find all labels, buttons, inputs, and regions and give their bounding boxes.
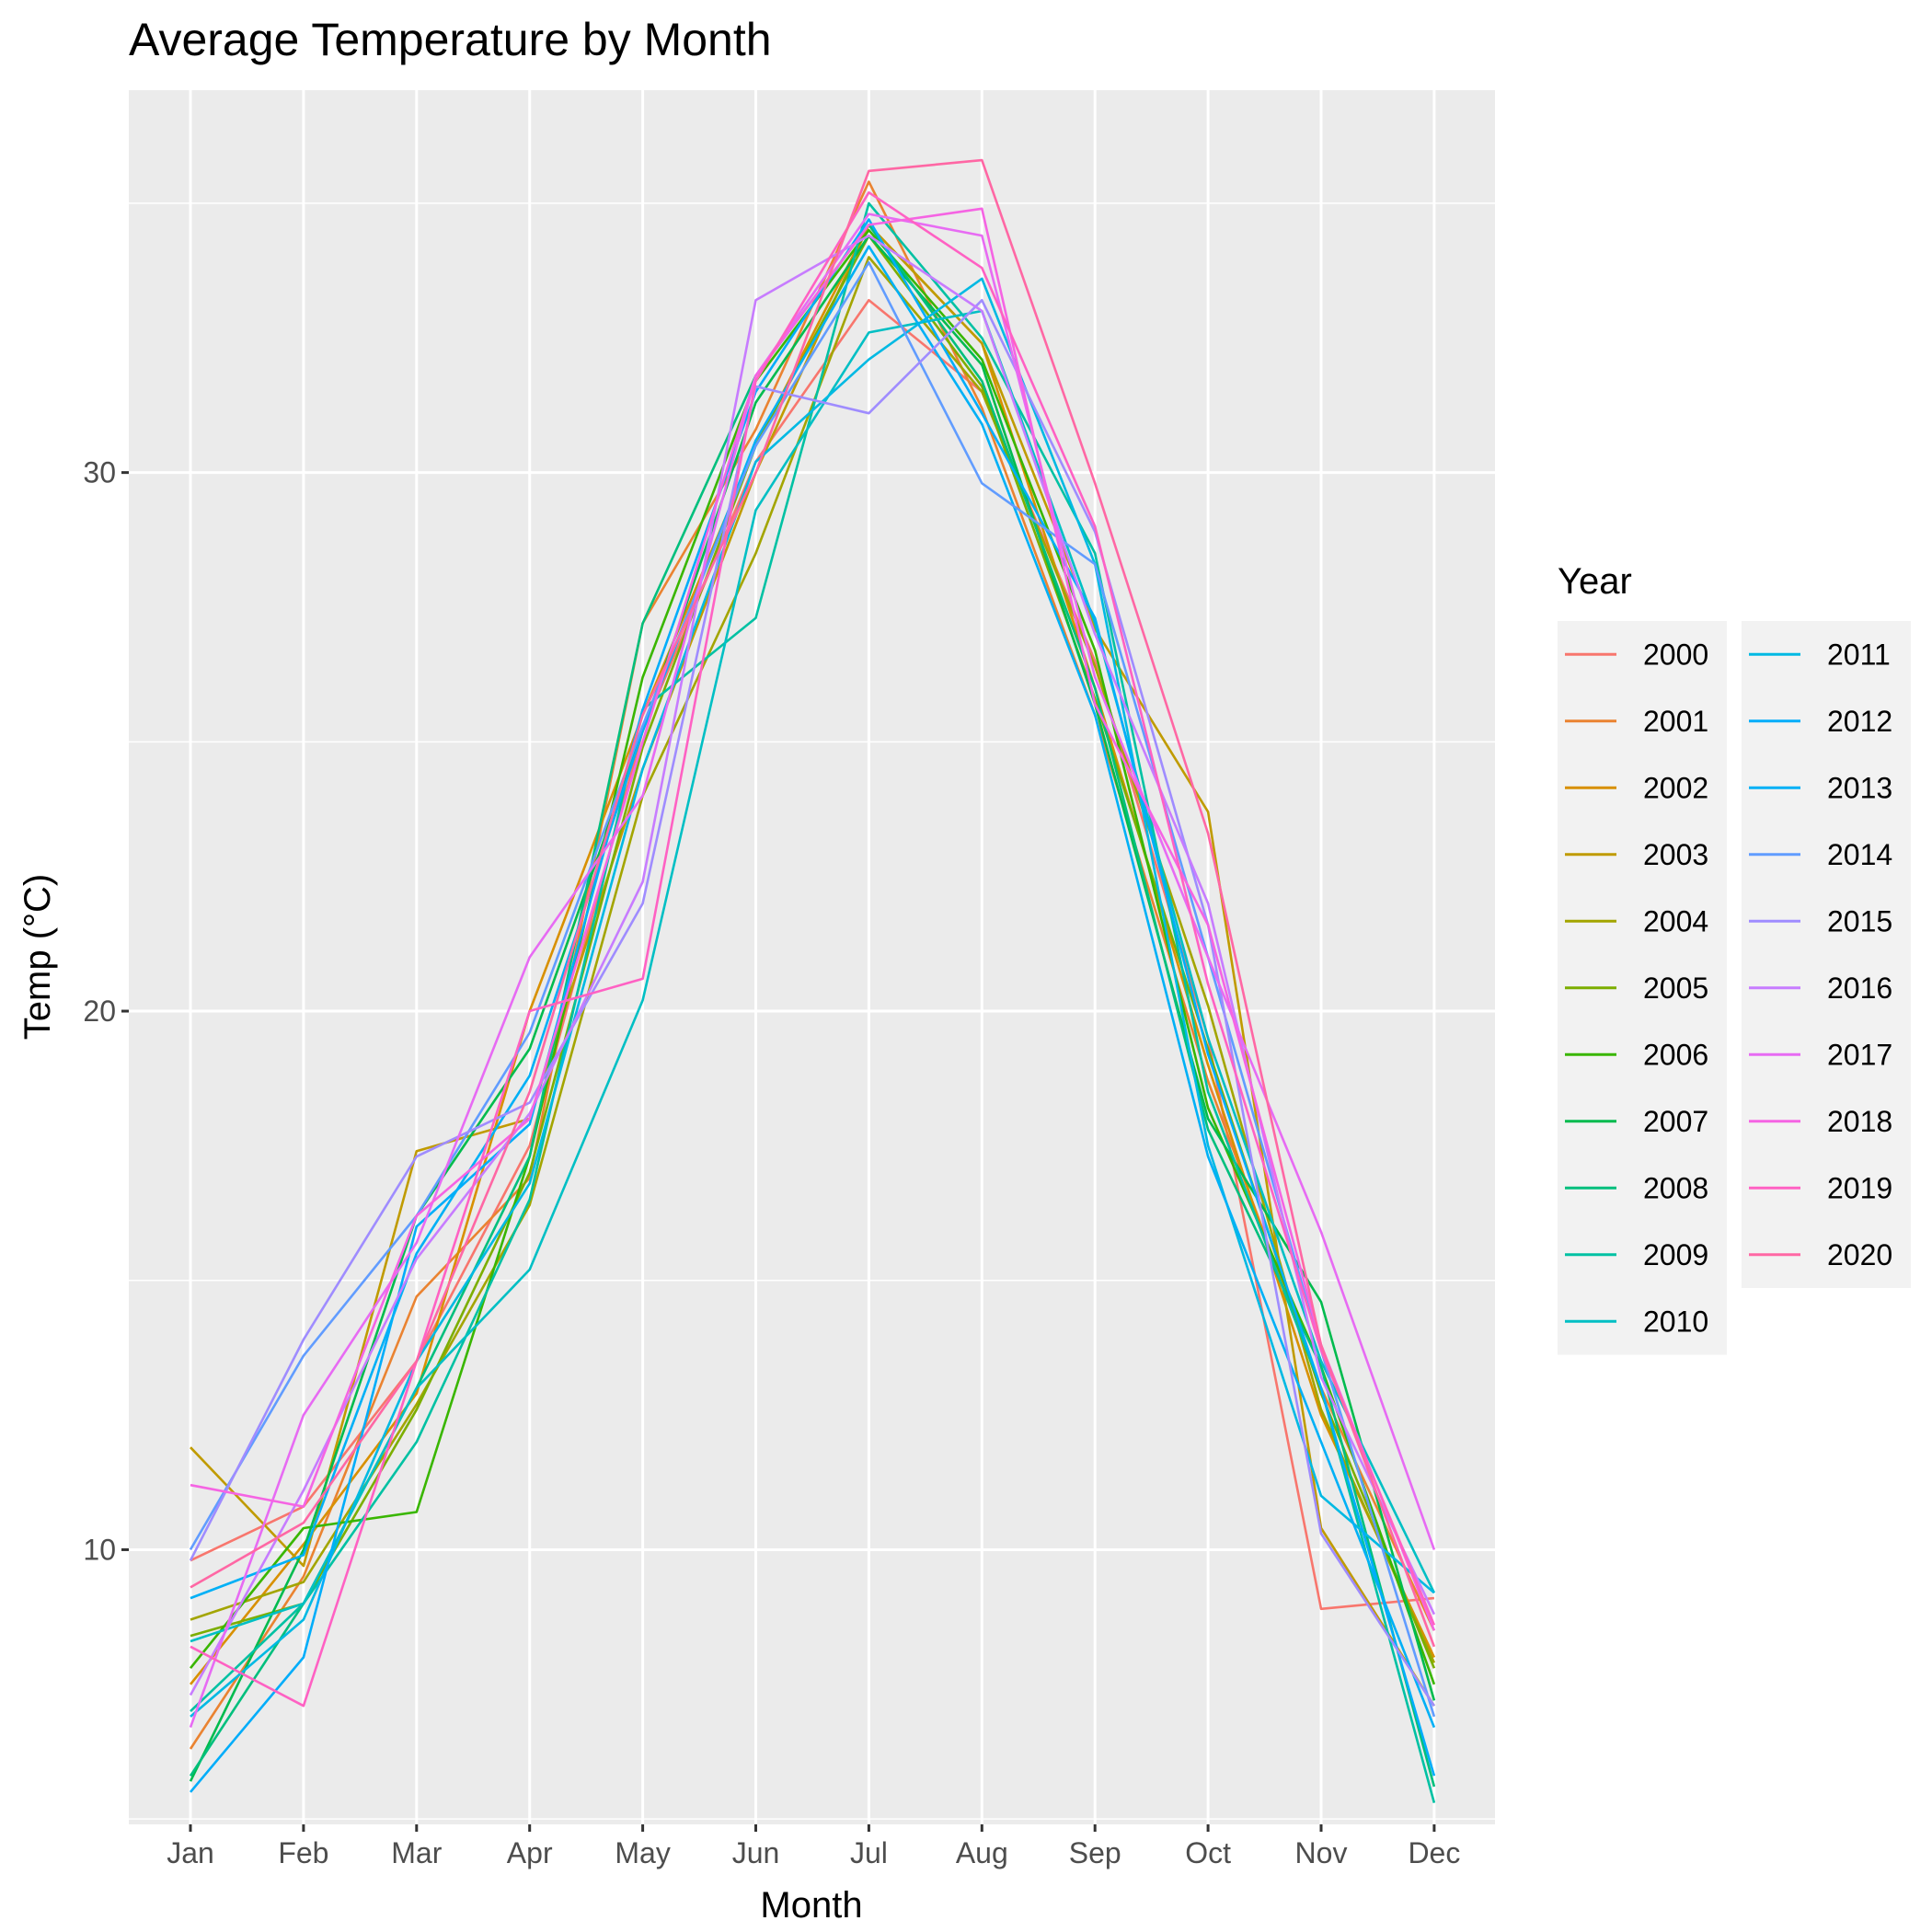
legend-item-2018: 2018 [1749, 1105, 1892, 1138]
series-lines [189, 158, 1436, 1803]
legend-item-2000: 2000 [1565, 638, 1708, 671]
series-line-2016 [189, 234, 1436, 1696]
legend-item-2001: 2001 [1565, 705, 1708, 738]
legend-item-2007: 2007 [1565, 1105, 1708, 1138]
x-tick-label: May [615, 1836, 670, 1869]
x-tick-label: Jul [850, 1836, 888, 1869]
x-tick-label: Apr [507, 1836, 553, 1869]
legend-label: 2006 [1643, 1038, 1708, 1071]
legend-title: Year [1558, 561, 1632, 602]
legend-label: 2020 [1827, 1238, 1892, 1271]
legend-label: 2019 [1827, 1171, 1892, 1204]
y-tick-label: 20 [83, 995, 116, 1028]
legend-item-2014: 2014 [1749, 838, 1892, 871]
series-line-2018 [190, 207, 1436, 1631]
x-tick-label: Sep [1069, 1836, 1121, 1869]
series-line-2003 [190, 224, 1435, 1707]
legend-label: 2001 [1643, 705, 1708, 738]
x-tick-label: Nov [1295, 1836, 1348, 1869]
legend-label: 2017 [1827, 1038, 1892, 1071]
legend-label: 2003 [1643, 838, 1708, 871]
legend-item-2019: 2019 [1749, 1171, 1892, 1204]
legend-label: 2009 [1643, 1238, 1708, 1271]
legend-item-2017: 2017 [1749, 1038, 1892, 1071]
legend-item-2004: 2004 [1565, 904, 1708, 937]
legend-item-2015: 2015 [1749, 904, 1892, 937]
y-axis-title: Temp (°C) [17, 874, 58, 1040]
legend-label: 2002 [1643, 771, 1708, 804]
x-tick-label: Oct [1185, 1836, 1231, 1869]
legend: Year 20002001200220032004200520062007200… [1558, 561, 1911, 1355]
series-line-2004 [190, 256, 1436, 1663]
legend-label: 2016 [1827, 972, 1892, 1005]
legend-label: 2015 [1827, 904, 1892, 937]
legend-label: 2005 [1643, 972, 1708, 1005]
legend-label: 2008 [1643, 1171, 1708, 1204]
legend-column-bg [1742, 621, 1911, 1288]
plot-panel [129, 90, 1495, 1824]
x-tick-label: Jun [732, 1836, 780, 1869]
legend-label: 2013 [1827, 771, 1892, 804]
x-tick-label: Dec [1408, 1836, 1460, 1869]
series-line-2020 [190, 158, 1436, 1648]
series-line-2013 [190, 245, 1436, 1729]
legend-label: 2000 [1643, 638, 1708, 671]
legend-label: 2018 [1827, 1105, 1892, 1138]
legend-label: 2014 [1827, 838, 1892, 871]
legend-item-2013: 2013 [1749, 771, 1892, 804]
x-tick-label: Mar [391, 1836, 442, 1869]
legend-label: 2010 [1643, 1305, 1708, 1338]
legend-item-2006: 2006 [1565, 1038, 1708, 1071]
y-axis-ticks: 10 20 30 [83, 456, 129, 1566]
legend-item-2002: 2002 [1565, 771, 1708, 804]
legend-item-2012: 2012 [1749, 705, 1892, 738]
legend-item-2009: 2009 [1565, 1238, 1708, 1271]
series-line-2010 [190, 309, 1436, 1643]
legend-item-2010: 2010 [1565, 1305, 1708, 1338]
legend-item-2011: 2011 [1749, 638, 1891, 671]
x-axis-title: Month [760, 1885, 862, 1926]
x-tick-label: Aug [956, 1836, 1008, 1869]
legend-item-2003: 2003 [1565, 838, 1708, 871]
y-tick-label: 10 [83, 1533, 116, 1566]
legend-item-2008: 2008 [1565, 1171, 1708, 1204]
legend-label: 2007 [1643, 1105, 1708, 1138]
legend-label: 2011 [1827, 638, 1891, 671]
legend-label: 2004 [1643, 904, 1708, 937]
x-tick-label: Feb [278, 1836, 328, 1869]
x-tick-label: Jan [167, 1836, 214, 1869]
x-axis-ticks: Jan Feb Mar Apr May Jun Jul Aug Sep Oct Nov Dec [167, 1824, 1460, 1869]
series-line-2015 [189, 298, 1435, 1707]
legend-item-2016: 2016 [1749, 972, 1892, 1005]
chart-title: Average Temperature by Month [129, 14, 772, 65]
legend-items: 2000 2001 2002 2003 2004 2005 2006 2007 2008 2009… [1558, 621, 1911, 1355]
legend-item-2005: 2005 [1565, 972, 1708, 1005]
legend-item-2020: 2020 [1749, 1238, 1892, 1271]
series-line-2019 [190, 190, 1436, 1708]
series-line-2017 [189, 213, 1436, 1729]
y-tick-label: 30 [83, 456, 116, 489]
legend-label: 2012 [1827, 705, 1892, 738]
